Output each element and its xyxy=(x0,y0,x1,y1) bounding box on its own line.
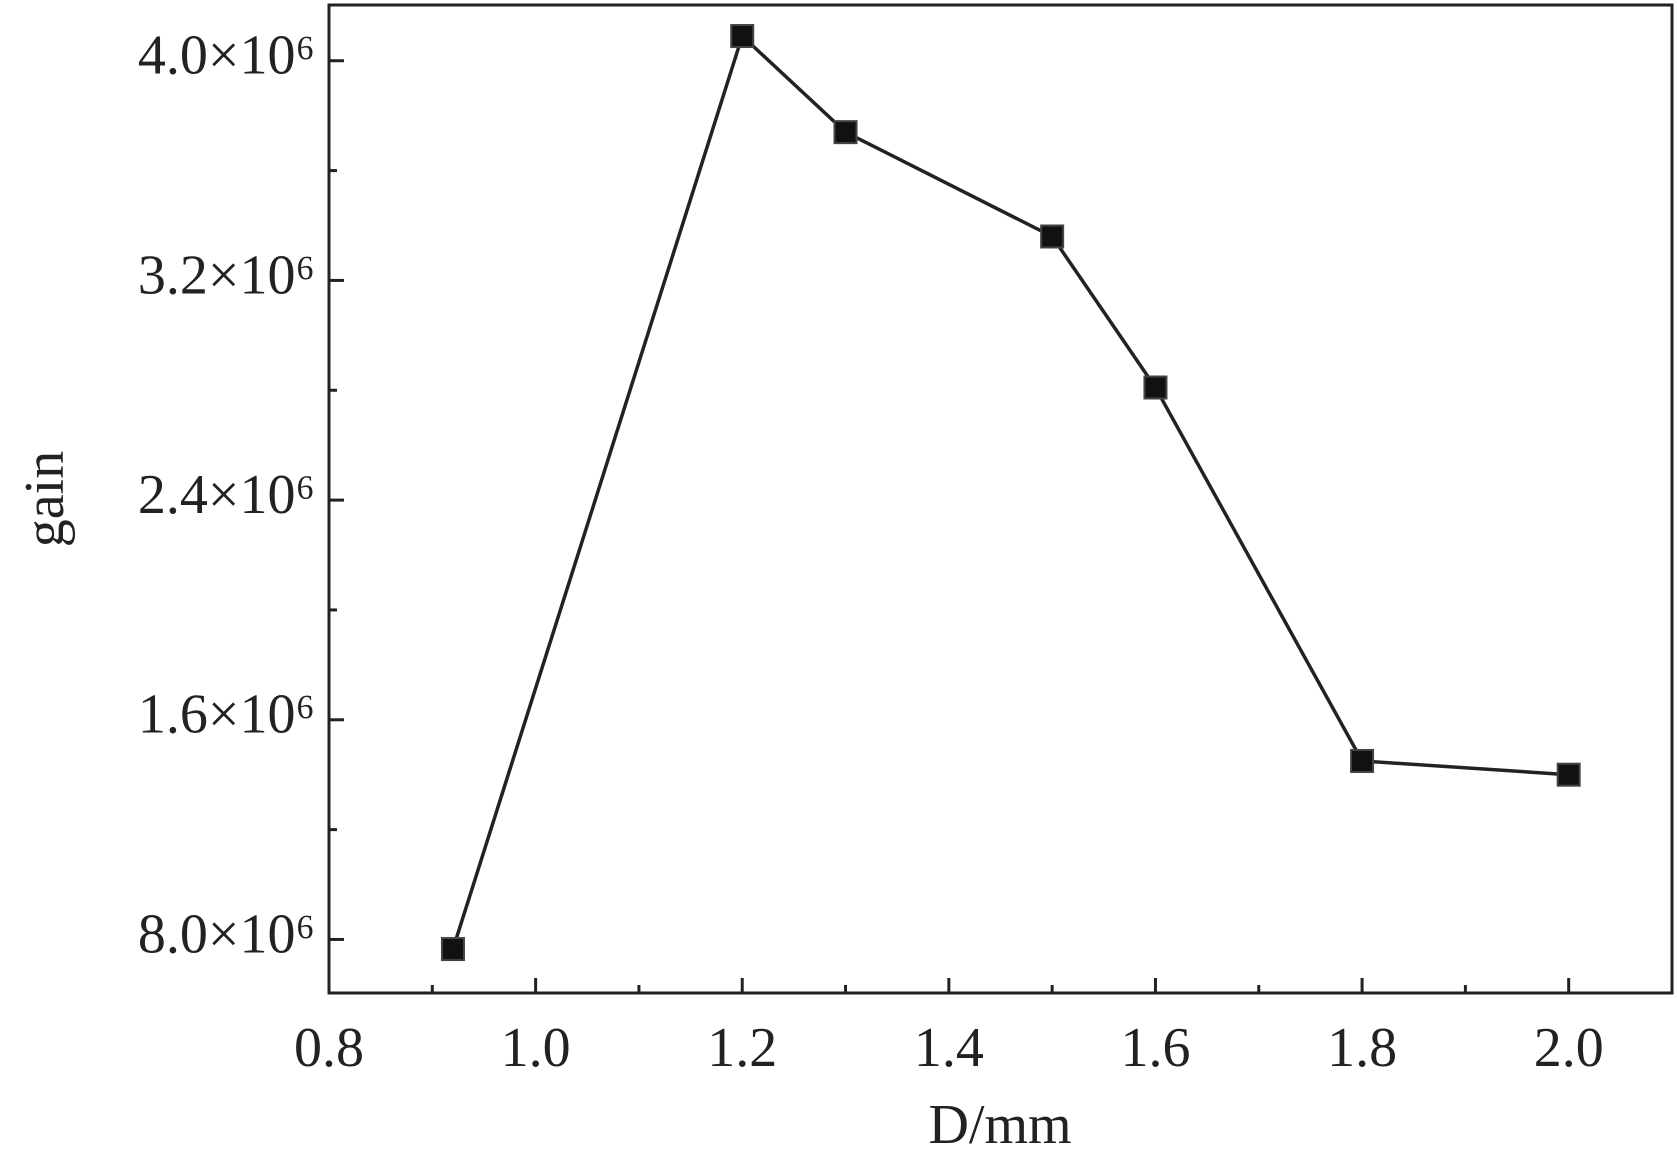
x-tick-label: 1.4 xyxy=(914,1017,984,1079)
x-tick-label: 1.0 xyxy=(501,1017,571,1079)
y-tick-label: 1.6×10⁶ xyxy=(138,684,315,746)
y-tick-label: 4.0×10⁶ xyxy=(138,25,315,87)
x-tick-label: 0.8 xyxy=(294,1017,364,1079)
x-axis-title: D/mm xyxy=(928,1094,1071,1156)
marker xyxy=(440,937,465,962)
marker xyxy=(833,120,858,145)
marker xyxy=(1556,762,1581,787)
marker xyxy=(1350,748,1375,773)
y-tick-label: 2.4×10⁶ xyxy=(138,464,315,526)
y-tick-label: 3.2×10⁶ xyxy=(138,244,315,306)
marker xyxy=(1143,375,1168,400)
x-tick-label: 2.0 xyxy=(1534,1017,1604,1079)
marker xyxy=(1040,224,1065,249)
x-tick-label: 1.2 xyxy=(707,1017,777,1079)
plot-frame xyxy=(327,3,1674,995)
marker xyxy=(730,24,755,49)
x-tick-label: 1.6 xyxy=(1120,1017,1190,1079)
y-tick-label: 8.0×10⁶ xyxy=(138,903,315,965)
data-line xyxy=(451,32,1569,950)
x-tick-label: 1.8 xyxy=(1327,1017,1397,1079)
y-axis-title: gain xyxy=(14,451,76,547)
